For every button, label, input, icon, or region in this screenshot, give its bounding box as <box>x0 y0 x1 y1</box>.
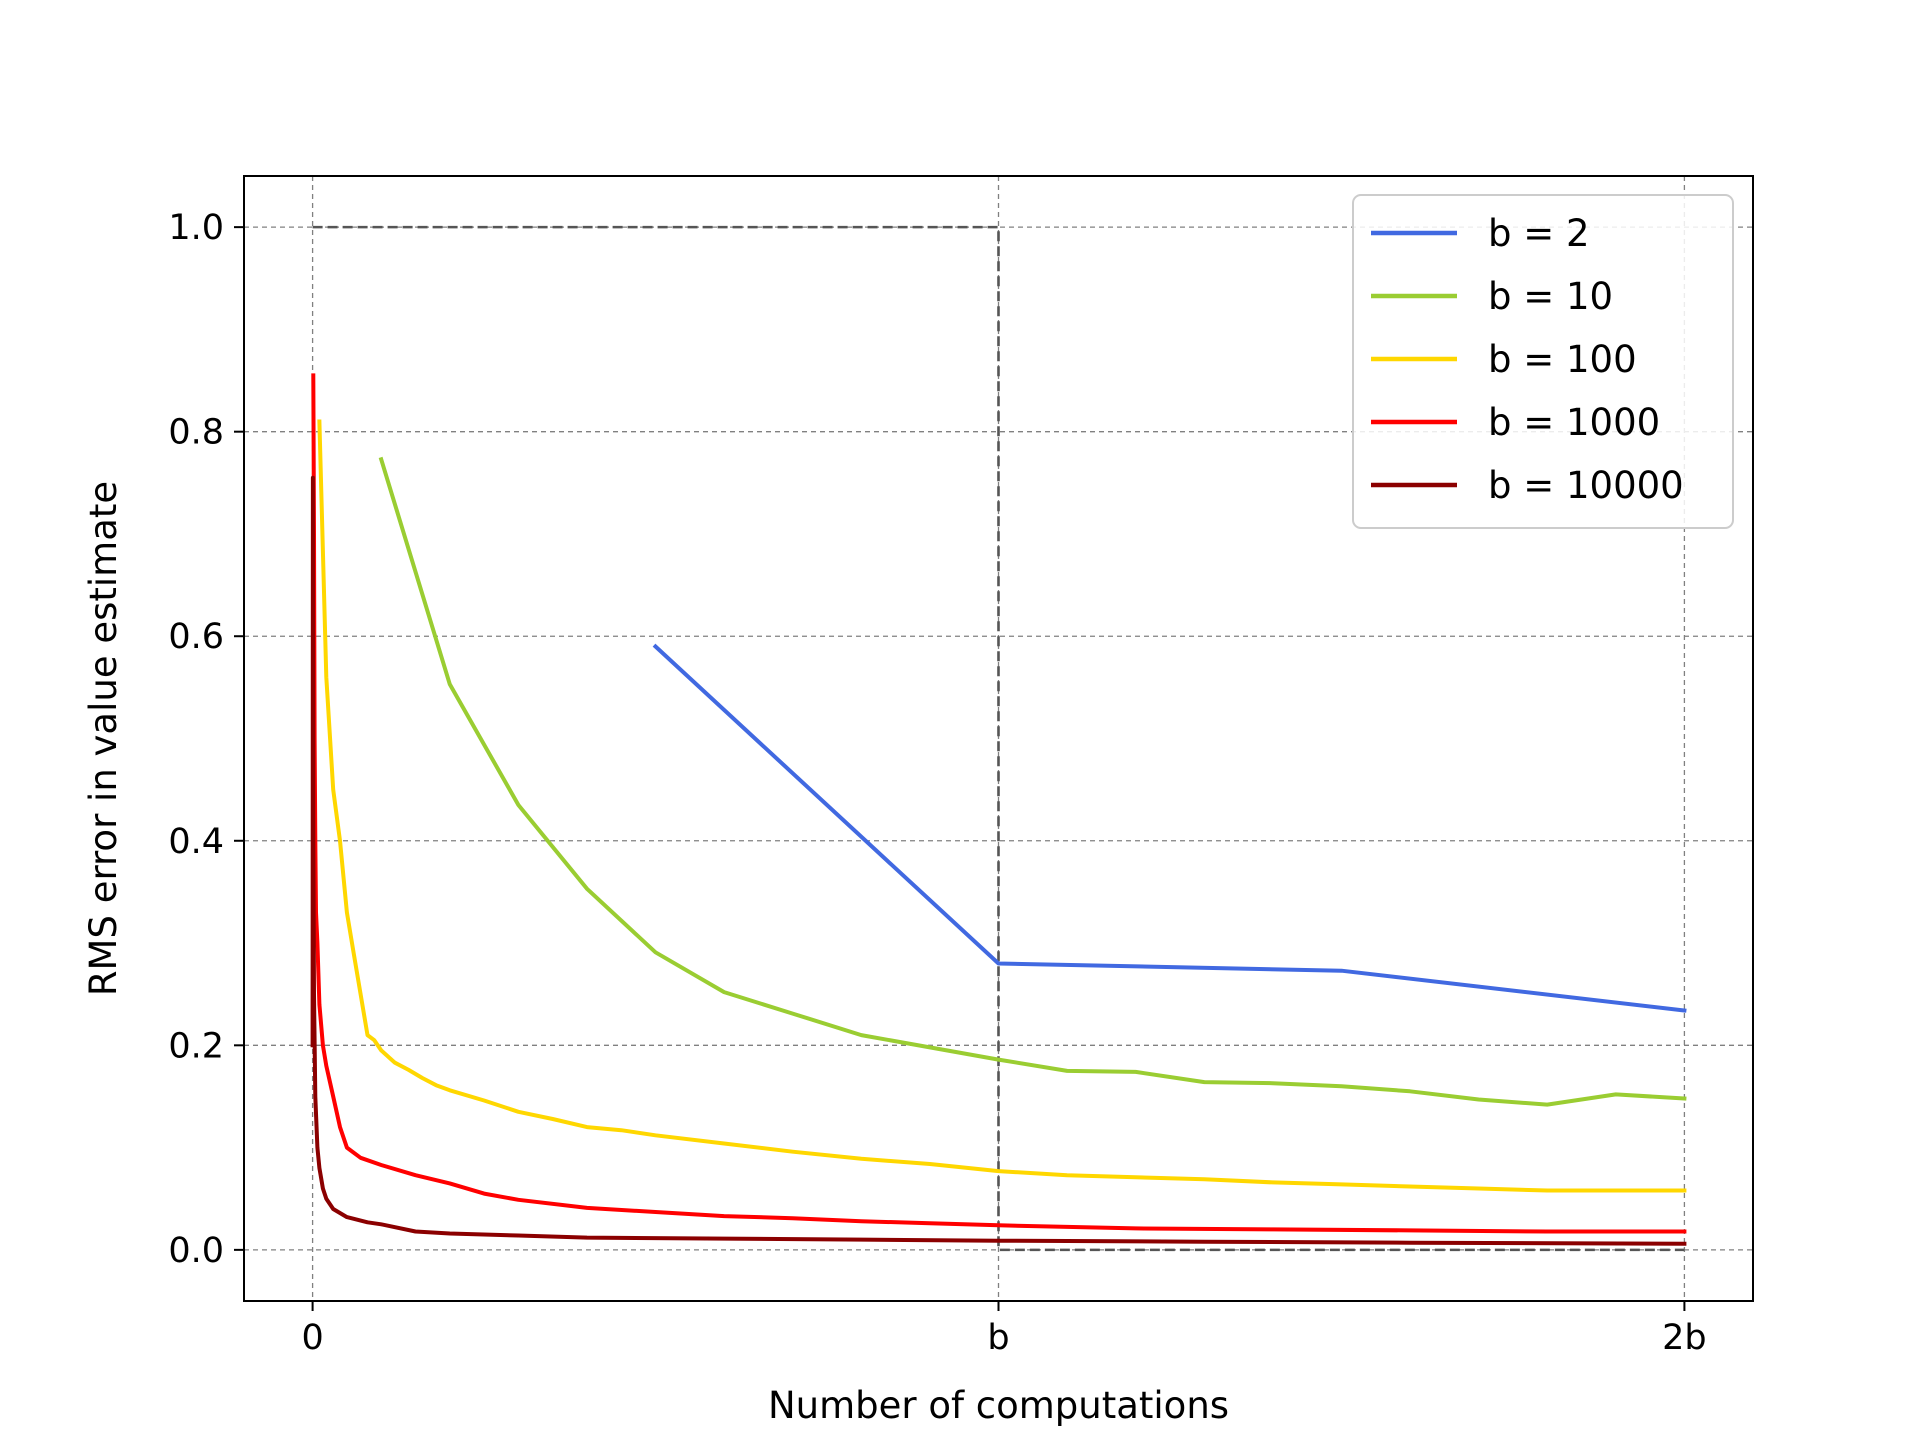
series-lines <box>310 373 1687 1246</box>
y-tick-label-0: 0.0 <box>168 1231 224 1271</box>
y-axis-label: RMS error in value estimate <box>82 481 125 996</box>
series-line-1 <box>378 456 1687 1107</box>
x-tick-label-0: 0 <box>301 1318 323 1358</box>
y-tick-label-5: 1.0 <box>168 208 224 248</box>
legend-label-1: b = 10 <box>1488 275 1613 318</box>
x-tick-label-2: 2b <box>1662 1318 1707 1358</box>
legend-label-4: b = 10000 <box>1488 464 1684 507</box>
legend-label-3: b = 1000 <box>1488 401 1660 444</box>
series-line-0 <box>652 643 1687 1013</box>
series-line-3 <box>311 373 1687 1234</box>
legend-label-0: b = 2 <box>1488 212 1590 255</box>
legend-label-2: b = 100 <box>1488 338 1637 381</box>
y-tick-label-2: 0.4 <box>168 822 224 862</box>
legend-box <box>1352 194 1734 529</box>
legend: b = 2 b = 10 b = 100 b = 1000 b = 10000 <box>1352 194 1734 529</box>
x-tick-label-1: b <box>987 1318 1009 1358</box>
axis-ticks: 0 b 2b 0.0 0.2 0.4 0.6 0.8 1.0 <box>168 208 1706 1358</box>
series-line-2 <box>317 419 1687 1193</box>
y-tick-label-1: 0.2 <box>168 1026 224 1066</box>
x-axis-label: Number of computations <box>768 1384 1229 1427</box>
y-tick-label-4: 0.8 <box>168 413 224 453</box>
y-tick-label-3: 0.6 <box>168 617 224 657</box>
series-line-4 <box>310 475 1687 1246</box>
